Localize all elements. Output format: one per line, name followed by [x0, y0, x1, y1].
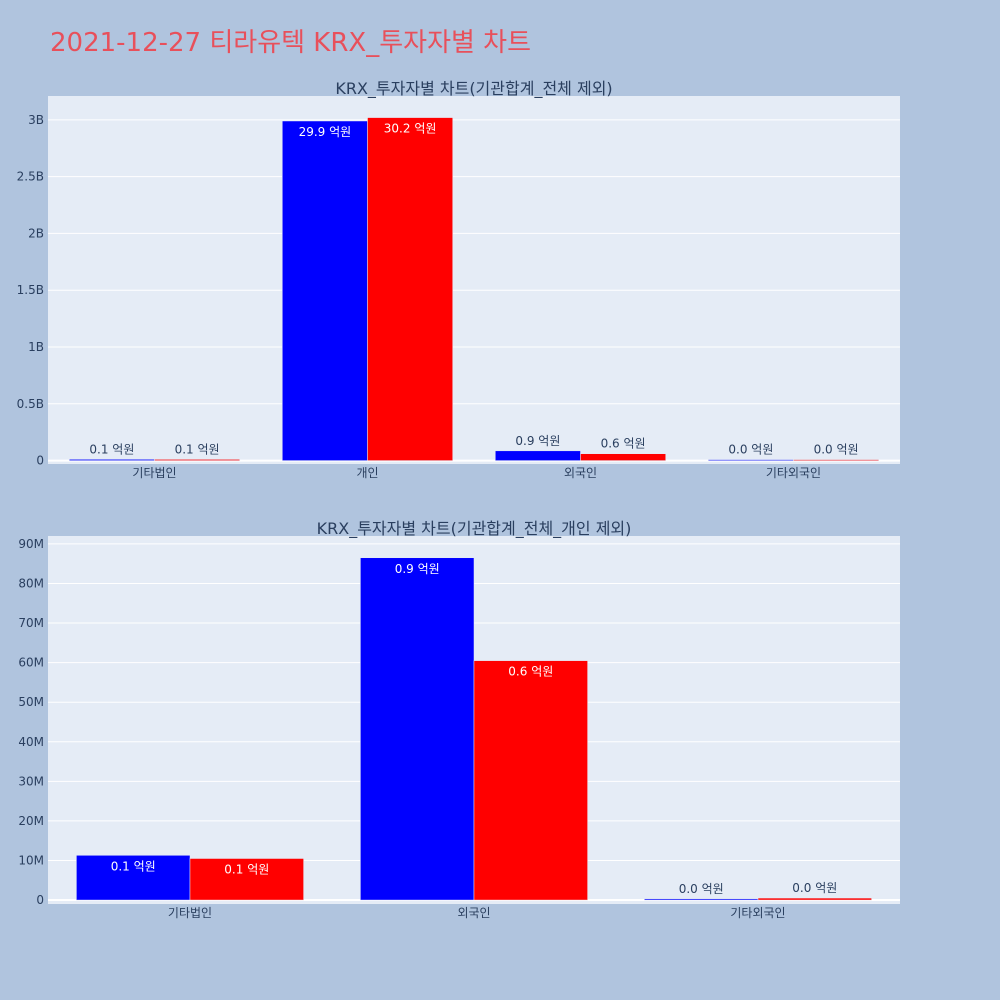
y-tick-label: 1.5B	[17, 283, 44, 297]
bar	[644, 898, 759, 901]
y-tick-label: 0.5B	[17, 397, 44, 411]
plot-area	[48, 96, 900, 464]
x-tick-label: 기타외국인	[730, 906, 785, 920]
x-tick-label: 외국인	[457, 906, 490, 920]
y-tick-label: 90M	[18, 537, 44, 551]
chart-2: 0 10M 20M 30M 40M 50M 60M 70M 80M 90M KRX_투자자별 차트(…	[18, 519, 900, 920]
data-label: 0.9 억원	[395, 562, 440, 576]
bar	[360, 557, 475, 901]
y-tick-label: 10M	[18, 853, 44, 867]
bar	[580, 453, 666, 461]
y-tick-label: 20M	[18, 814, 44, 828]
bar	[793, 459, 879, 461]
chart-title: KRX_투자자별 차트(기관합계_전체 제외)	[335, 79, 612, 99]
x-tick-label: 외국인	[564, 466, 597, 480]
data-label: 0.1 억원	[111, 859, 156, 873]
y-tick-label: 2.5B	[17, 170, 44, 184]
bar	[282, 120, 368, 461]
data-label: 0.0 억원	[792, 881, 837, 895]
x-tick-label: 기타외국인	[766, 466, 821, 480]
y-tick-label: 1B	[28, 340, 44, 354]
x-tick-label: 기타법인	[132, 466, 176, 480]
bar	[76, 855, 191, 901]
data-label: 0.9 억원	[515, 434, 560, 448]
y-tick-label: 0	[36, 454, 44, 468]
y-tick-label: 0	[36, 893, 44, 907]
data-label: 0.6 억원	[601, 437, 646, 451]
y-tick-label: 70M	[18, 616, 44, 630]
chart-1: 0 0.5B 1B 1.5B 2B 2.5B 3B KRX_투자자별 차트(기관합계_전체 제…	[17, 79, 900, 480]
data-label: 0.0 억원	[814, 443, 859, 457]
x-tick-label: 기타법인	[168, 906, 212, 920]
bar	[757, 897, 872, 901]
y-tick-label: 30M	[18, 774, 44, 788]
bar	[189, 858, 304, 901]
bar	[495, 450, 581, 461]
y-tick-label: 2B	[28, 226, 44, 240]
data-label: 0.6 억원	[508, 665, 553, 679]
bar	[367, 117, 453, 461]
data-label: 0.1 억원	[175, 442, 220, 456]
data-label: 0.1 억원	[89, 442, 134, 456]
data-label: 29.9 억원	[299, 125, 352, 139]
data-label: 0.0 억원	[679, 882, 724, 896]
y-tick-label: 80M	[18, 576, 44, 590]
bar	[473, 660, 588, 901]
y-tick-label: 60M	[18, 656, 44, 670]
data-label: 0.1 억원	[224, 862, 269, 876]
bar	[69, 459, 155, 461]
data-label: 0.0 억원	[728, 443, 773, 457]
y-tick-label: 3B	[28, 113, 44, 127]
page-title: 2021-12-27 티라유텍 KRX_투자자별 차트	[50, 28, 532, 58]
bar	[154, 459, 240, 461]
y-tick-label: 40M	[18, 735, 44, 749]
y-tick-label: 50M	[18, 695, 44, 709]
chart-title: KRX_투자자별 차트(기관합계_전체_개인 제외)	[317, 519, 632, 539]
bar	[708, 459, 794, 461]
data-label: 30.2 억원	[384, 122, 437, 136]
x-tick-label: 개인	[356, 466, 378, 480]
